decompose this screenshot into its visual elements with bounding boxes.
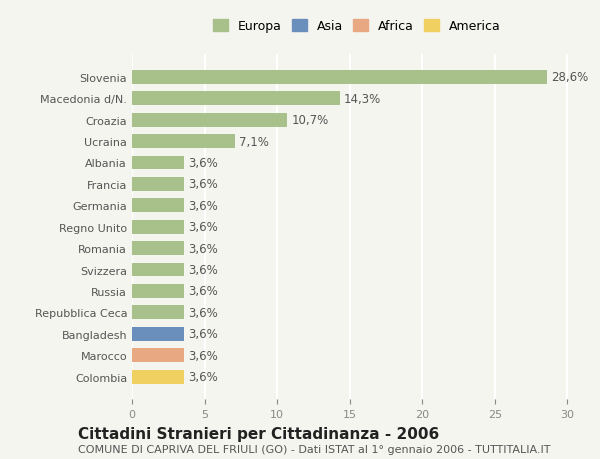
- Text: 3,6%: 3,6%: [188, 178, 218, 191]
- Bar: [132, 370, 184, 384]
- Text: 28,6%: 28,6%: [551, 71, 589, 84]
- Bar: [132, 113, 287, 127]
- Legend: Europa, Asia, Africa, America: Europa, Asia, Africa, America: [209, 17, 505, 37]
- Bar: [132, 220, 184, 234]
- Bar: [132, 327, 184, 341]
- Text: Cittadini Stranieri per Cittadinanza - 2006: Cittadini Stranieri per Cittadinanza - 2…: [78, 425, 439, 441]
- Text: COMUNE DI CAPRIVA DEL FRIULI (GO) - Dati ISTAT al 1° gennaio 2006 - TUTTITALIA.I: COMUNE DI CAPRIVA DEL FRIULI (GO) - Dati…: [78, 444, 551, 454]
- Text: 3,6%: 3,6%: [188, 349, 218, 362]
- Text: 3,6%: 3,6%: [188, 370, 218, 383]
- Bar: [132, 263, 184, 277]
- Bar: [132, 306, 184, 319]
- Text: 3,6%: 3,6%: [188, 328, 218, 341]
- Bar: [132, 135, 235, 149]
- Text: 7,1%: 7,1%: [239, 135, 269, 148]
- Text: 3,6%: 3,6%: [188, 221, 218, 234]
- Bar: [132, 284, 184, 298]
- Text: 3,6%: 3,6%: [188, 157, 218, 170]
- Text: 3,6%: 3,6%: [188, 263, 218, 276]
- Text: 14,3%: 14,3%: [344, 93, 381, 106]
- Bar: [132, 178, 184, 191]
- Text: 3,6%: 3,6%: [188, 242, 218, 255]
- Text: 3,6%: 3,6%: [188, 199, 218, 213]
- Bar: [132, 71, 547, 84]
- Bar: [132, 199, 184, 213]
- Bar: [132, 241, 184, 256]
- Bar: [132, 348, 184, 362]
- Text: 3,6%: 3,6%: [188, 285, 218, 298]
- Bar: [132, 92, 340, 106]
- Bar: [132, 156, 184, 170]
- Text: 10,7%: 10,7%: [292, 114, 329, 127]
- Text: 3,6%: 3,6%: [188, 306, 218, 319]
